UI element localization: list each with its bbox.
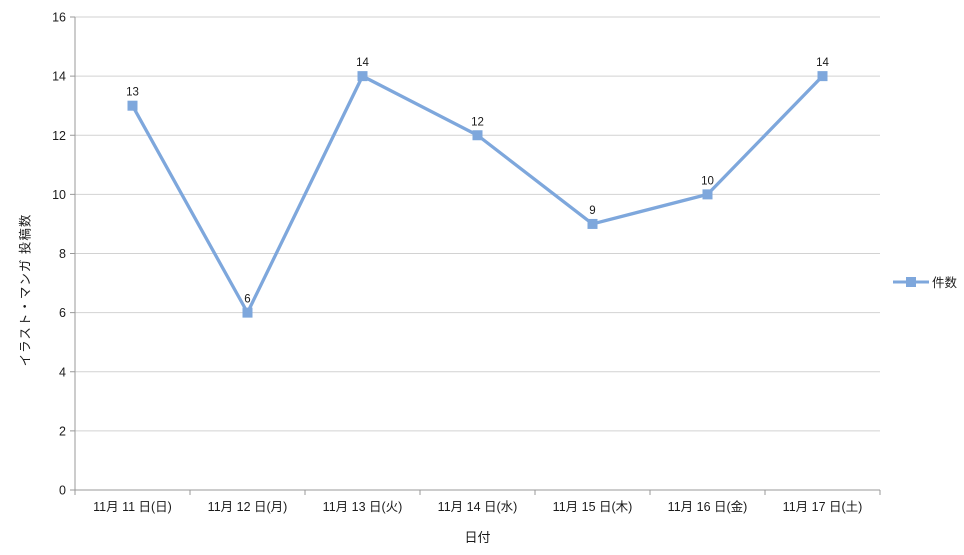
data-label: 10 — [701, 175, 714, 187]
data-point-marker — [472, 130, 483, 141]
data-label: 13 — [126, 87, 139, 99]
y-tick-label: 10 — [52, 188, 66, 202]
data-point-marker — [357, 71, 368, 82]
y-axis-title: イラスト・マンガ 投稿数 — [18, 213, 33, 367]
x-tick-label: 11月 12 日(月) — [208, 500, 288, 514]
data-label: 6 — [244, 294, 250, 306]
x-axis-title: 日付 — [464, 530, 491, 545]
legend: 件数 — [893, 272, 957, 291]
x-tick-label: 11月 17 日(土) — [783, 500, 863, 514]
data-label: 12 — [471, 116, 484, 128]
data-point-marker — [817, 71, 828, 82]
y-tick-label: 4 — [59, 365, 66, 379]
data-point-marker — [127, 100, 138, 111]
y-tick-label: 6 — [59, 306, 66, 320]
data-point-marker — [702, 189, 713, 200]
data-label: 9 — [589, 205, 595, 217]
data-label: 14 — [356, 57, 369, 69]
data-label: 14 — [816, 57, 829, 69]
x-tick-label: 11月 14 日(水) — [438, 500, 518, 514]
y-tick-label: 8 — [59, 247, 66, 261]
data-point-marker — [587, 218, 598, 229]
legend-label: 件数 — [932, 276, 958, 290]
x-tick-label: 11月 15 日(木) — [553, 500, 633, 514]
y-tick-label: 0 — [59, 484, 66, 498]
y-tick-label: 14 — [52, 70, 66, 84]
y-tick-label: 16 — [52, 11, 66, 25]
y-tick-label: 12 — [52, 129, 66, 143]
data-point-marker — [242, 307, 253, 318]
y-tick-label: 2 — [59, 424, 66, 438]
x-tick-label: 11月 16 日(金) — [668, 499, 748, 514]
legend-line-marker-icon — [893, 276, 929, 287]
x-tick-label: 11月 13 日(火) — [323, 500, 403, 514]
x-tick-label: 11月 11 日(日) — [93, 500, 172, 514]
